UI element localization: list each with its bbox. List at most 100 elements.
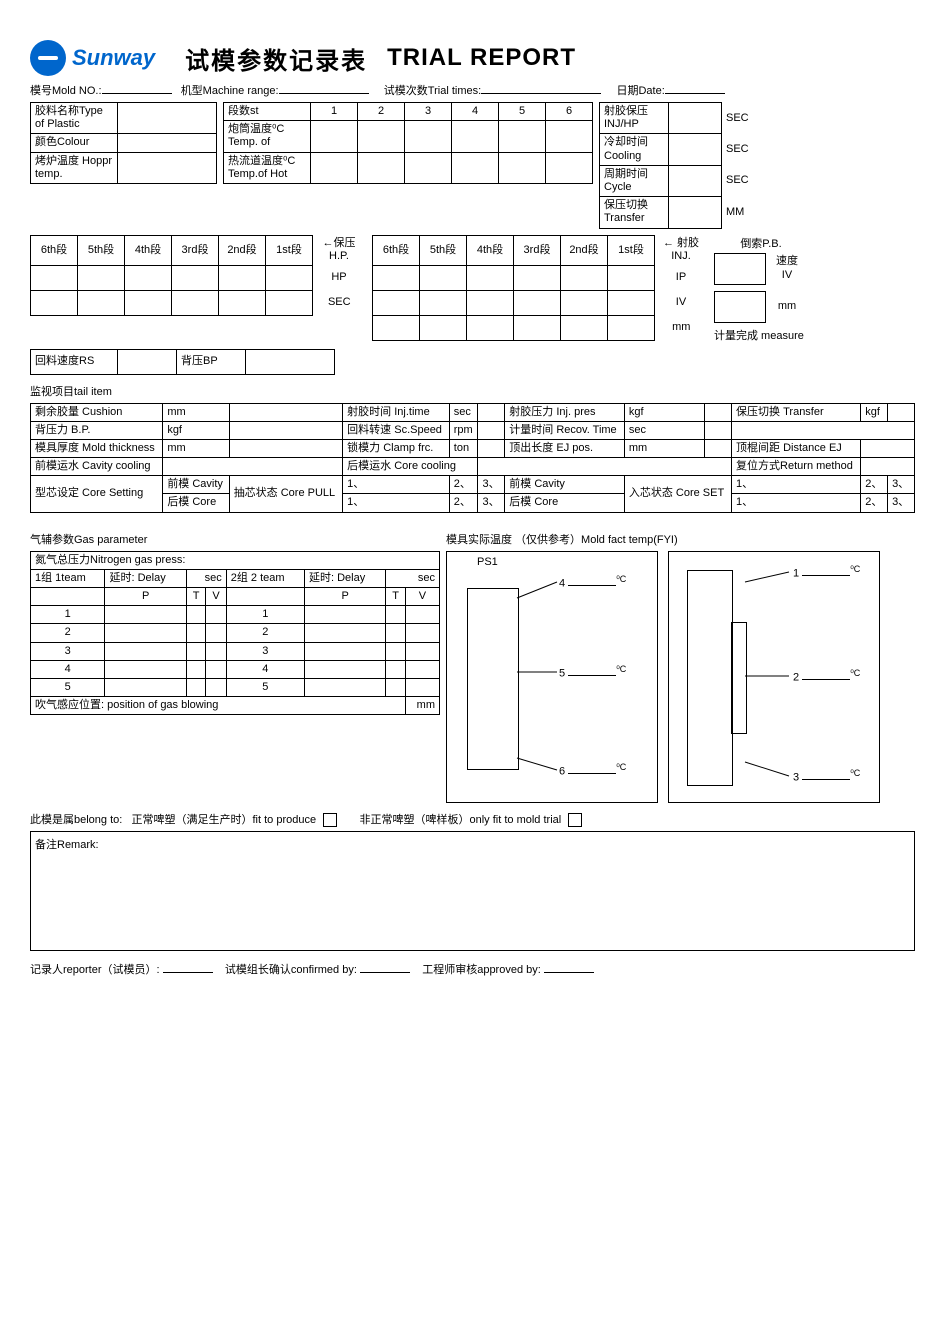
cell[interactable] — [499, 152, 546, 183]
cell[interactable] — [420, 265, 467, 290]
cell[interactable] — [561, 265, 608, 290]
cell[interactable] — [206, 624, 226, 642]
cell[interactable] — [373, 265, 420, 290]
cell[interactable] — [452, 152, 499, 183]
cell[interactable] — [499, 121, 546, 152]
cell[interactable] — [105, 606, 186, 624]
cell[interactable] — [478, 421, 505, 439]
cell[interactable] — [608, 290, 655, 315]
cell[interactable] — [546, 121, 593, 152]
cell[interactable] — [373, 315, 420, 340]
cell[interactable] — [608, 265, 655, 290]
cell[interactable] — [386, 642, 406, 660]
cell[interactable] — [229, 403, 342, 421]
cell[interactable] — [311, 152, 358, 183]
cell[interactable] — [478, 439, 505, 457]
cell[interactable] — [732, 421, 915, 439]
cell[interactable] — [705, 421, 732, 439]
cell[interactable] — [478, 403, 505, 421]
inj-hp-value[interactable] — [669, 103, 722, 134]
cell[interactable] — [705, 439, 732, 457]
fit-checkbox[interactable] — [323, 813, 337, 827]
colour-value[interactable] — [118, 134, 217, 152]
hopper-value[interactable] — [118, 152, 217, 183]
cell[interactable] — [561, 315, 608, 340]
cell[interactable] — [105, 624, 186, 642]
cell[interactable] — [172, 265, 219, 290]
cell[interactable] — [219, 265, 266, 290]
cell[interactable] — [405, 678, 439, 696]
cell[interactable] — [206, 606, 226, 624]
cell[interactable] — [386, 678, 406, 696]
cell[interactable] — [105, 642, 186, 660]
cell[interactable] — [608, 315, 655, 340]
cell[interactable] — [478, 458, 732, 476]
cell[interactable] — [304, 606, 385, 624]
cell[interactable] — [125, 265, 172, 290]
cooling-value[interactable] — [669, 134, 722, 165]
cell[interactable] — [405, 642, 439, 660]
cell[interactable] — [514, 290, 561, 315]
cell[interactable] — [105, 660, 186, 678]
cell[interactable] — [304, 678, 385, 696]
cell[interactable] — [405, 152, 452, 183]
cell[interactable] — [514, 315, 561, 340]
cell[interactable] — [358, 121, 405, 152]
cell[interactable] — [405, 121, 452, 152]
cell[interactable] — [467, 315, 514, 340]
cell[interactable] — [186, 642, 206, 660]
cell[interactable] — [229, 421, 342, 439]
cell[interactable] — [304, 660, 385, 678]
rs-value[interactable] — [118, 349, 177, 374]
cell[interactable] — [861, 458, 915, 476]
cell[interactable] — [311, 121, 358, 152]
cell[interactable] — [78, 265, 125, 290]
cell[interactable] — [405, 624, 439, 642]
cell[interactable] — [386, 606, 406, 624]
cell[interactable] — [467, 290, 514, 315]
transfer-value[interactable] — [669, 197, 722, 228]
cell[interactable] — [31, 290, 78, 315]
cell[interactable] — [386, 660, 406, 678]
type-plastic-value[interactable] — [118, 103, 217, 134]
cell[interactable] — [78, 290, 125, 315]
cell[interactable] — [514, 265, 561, 290]
cell[interactable] — [386, 624, 406, 642]
cell[interactable] — [206, 660, 226, 678]
cell[interactable] — [467, 265, 514, 290]
cell[interactable] — [186, 606, 206, 624]
cell[interactable] — [546, 152, 593, 183]
cell[interactable] — [705, 403, 732, 421]
cell[interactable] — [420, 315, 467, 340]
cell[interactable] — [229, 439, 342, 457]
cell[interactable] — [186, 678, 206, 696]
cell[interactable] — [125, 290, 172, 315]
remark-box[interactable]: 备注Remark: — [30, 831, 915, 951]
cell[interactable] — [888, 403, 915, 421]
cell[interactable] — [266, 265, 313, 290]
cell[interactable] — [105, 678, 186, 696]
cell[interactable] — [358, 152, 405, 183]
cell[interactable] — [405, 660, 439, 678]
mm-cell[interactable] — [715, 291, 766, 322]
cell[interactable] — [452, 121, 499, 152]
cell[interactable] — [172, 290, 219, 315]
cell[interactable] — [861, 439, 915, 457]
cell[interactable] — [405, 606, 439, 624]
pb-cell[interactable] — [715, 253, 766, 284]
trial-checkbox[interactable] — [568, 813, 582, 827]
bp-value[interactable] — [246, 349, 335, 374]
cell[interactable] — [186, 660, 206, 678]
cell[interactable] — [206, 678, 226, 696]
cell[interactable] — [304, 642, 385, 660]
cell[interactable] — [219, 290, 266, 315]
cell[interactable] — [206, 642, 226, 660]
cell[interactable] — [31, 265, 78, 290]
cell[interactable] — [163, 458, 343, 476]
cell[interactable] — [420, 290, 467, 315]
cycle-value[interactable] — [669, 165, 722, 196]
cell[interactable] — [561, 290, 608, 315]
cell[interactable] — [266, 290, 313, 315]
cell[interactable] — [373, 290, 420, 315]
cell[interactable] — [304, 624, 385, 642]
